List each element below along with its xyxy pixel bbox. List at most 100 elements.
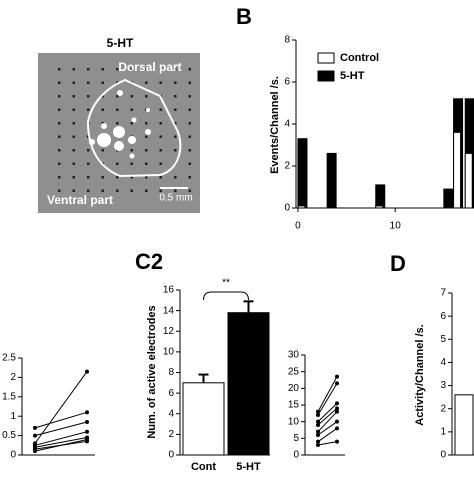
y-tick-label: 6 <box>168 388 174 399</box>
electrode <box>72 81 75 84</box>
y-tick-label: 0 <box>168 450 174 461</box>
legend-swatch <box>317 52 335 64</box>
electrode <box>159 81 162 84</box>
electrode <box>58 189 61 192</box>
electrode <box>87 162 90 165</box>
point <box>33 433 37 438</box>
y-tick-label: 0 <box>293 450 299 461</box>
point <box>335 439 339 444</box>
y-tick-label: 1 <box>440 426 446 437</box>
legend-label: Control <box>340 52 379 64</box>
electrode <box>159 189 162 192</box>
electrode <box>58 108 61 111</box>
pair-line <box>34 371 88 444</box>
electrode <box>87 95 90 98</box>
electrode <box>159 68 162 71</box>
electrode <box>58 122 61 125</box>
panel-label: C2 <box>135 249 163 274</box>
y-tick-label: 2 <box>10 372 16 383</box>
electrode <box>72 122 75 125</box>
y-tick-label: 0.5 <box>2 430 16 441</box>
electrode <box>145 95 148 98</box>
electrode <box>116 176 119 179</box>
y-tick-label: 3 <box>440 380 446 391</box>
y-tick-label: 2 <box>168 429 174 440</box>
point <box>335 401 339 406</box>
electrode <box>101 108 104 111</box>
pair-line <box>317 376 338 412</box>
electrode <box>145 176 148 179</box>
legend-label: 5-HT <box>340 70 365 82</box>
electrode <box>130 108 133 111</box>
activity-spots <box>89 90 151 159</box>
pair-line <box>317 427 338 443</box>
electrode <box>159 176 162 179</box>
electrode <box>188 176 191 179</box>
electrode <box>159 135 162 138</box>
y-tick-label: 4 <box>284 119 290 130</box>
y-tick-label: 8 <box>284 35 290 46</box>
electrode <box>116 189 119 192</box>
pair-line <box>317 407 338 426</box>
electrode <box>188 108 191 111</box>
y-tick-label: 6 <box>284 77 290 88</box>
electrode <box>159 122 162 125</box>
pair-line <box>34 431 88 446</box>
point <box>33 447 37 452</box>
electrode <box>130 149 133 152</box>
electrode <box>87 189 90 192</box>
point <box>335 406 339 411</box>
x-tick-label: 0 <box>295 221 301 232</box>
y-tick-label: 1.5 <box>2 391 16 402</box>
point <box>316 429 320 434</box>
electrode <box>87 149 90 152</box>
electrode <box>101 176 104 179</box>
y-tick-label: 8 <box>168 367 174 378</box>
electrode <box>72 149 75 152</box>
legend-swatch <box>317 70 335 82</box>
electrode <box>174 189 177 192</box>
electrode <box>145 81 148 84</box>
electrode <box>58 135 61 138</box>
y-axis-label: Activity/Channel /s. <box>414 324 426 425</box>
electrode <box>87 176 90 179</box>
panel-label: D <box>390 251 406 276</box>
electrode <box>174 149 177 152</box>
point <box>316 423 320 427</box>
electrode <box>130 162 133 165</box>
electrode <box>58 95 61 98</box>
y-tick-label: 30 <box>288 350 300 361</box>
pair-line <box>317 402 338 423</box>
electrode <box>188 162 191 165</box>
region-label: Dorsal part <box>118 60 181 74</box>
point <box>316 413 320 417</box>
electrode <box>116 68 119 71</box>
point <box>316 443 320 447</box>
bar <box>227 312 270 456</box>
bar <box>454 394 474 456</box>
y-tick-label: 2 <box>284 161 290 172</box>
bar <box>326 152 337 209</box>
electrode <box>145 122 148 125</box>
electrode <box>101 95 104 98</box>
electrode <box>188 122 191 125</box>
electrode <box>174 95 177 98</box>
point <box>85 369 89 374</box>
electrode <box>145 189 148 192</box>
electrode <box>72 108 75 111</box>
bar <box>297 205 306 209</box>
electrode <box>116 162 119 165</box>
pair-line <box>34 440 88 450</box>
bar <box>375 184 386 209</box>
significance: ** <box>222 278 230 289</box>
bar <box>297 138 308 209</box>
electrode <box>188 189 191 192</box>
electrode <box>174 68 177 71</box>
y-tick-label: 4 <box>440 357 446 368</box>
point <box>85 420 89 425</box>
y-tick-label: 0 <box>284 203 290 214</box>
electrode <box>58 176 61 179</box>
scale-label: 0.5 mm <box>159 193 192 204</box>
electrode <box>72 189 75 192</box>
